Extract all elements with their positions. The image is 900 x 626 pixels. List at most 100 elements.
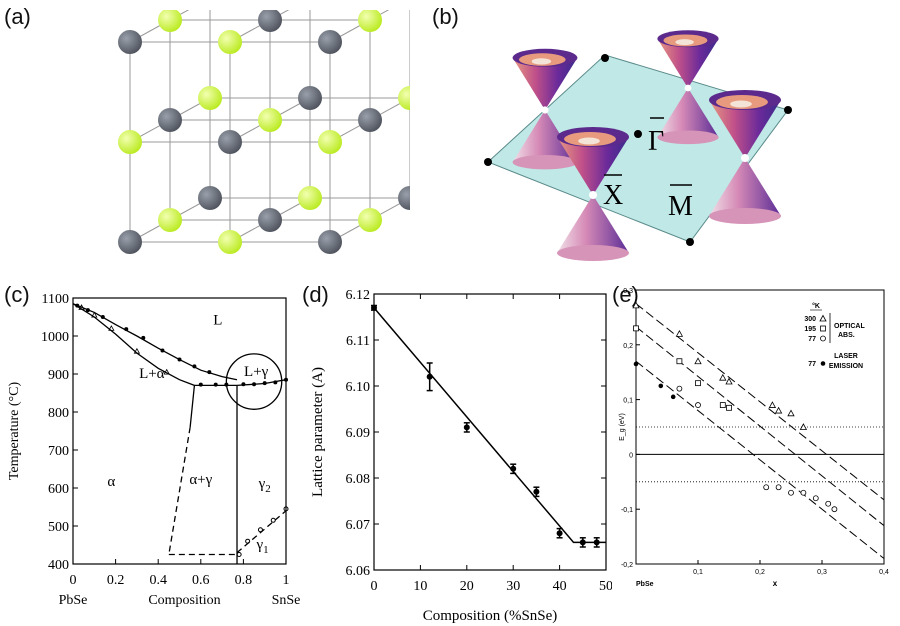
data-point-300 xyxy=(694,357,702,365)
dirac-point xyxy=(684,84,692,92)
x-left-label: PbSe xyxy=(59,593,88,608)
atom-green xyxy=(318,130,342,154)
eutectic-point xyxy=(241,382,246,387)
x-axis-label: Composition (%SnSe) xyxy=(423,608,558,624)
panel-label-d: (d) xyxy=(302,282,329,307)
legend-temp: 195 xyxy=(804,326,816,333)
data-point-laser xyxy=(670,394,676,400)
dirac-cone-tip xyxy=(730,100,752,108)
liquidus-point xyxy=(160,348,165,353)
gamma-point xyxy=(257,527,263,533)
corner-point xyxy=(601,54,609,62)
data-point-300 xyxy=(675,330,684,337)
atom-dark xyxy=(158,108,182,132)
x-tick-label: 0 xyxy=(70,573,77,588)
eutectic-point xyxy=(213,382,218,387)
eutectic-point xyxy=(252,382,257,387)
dirac-cone-tip xyxy=(578,137,600,145)
data-point-300 xyxy=(799,423,808,430)
data-point-300 xyxy=(719,373,727,381)
dirac-cone-lower xyxy=(557,195,629,253)
x-axis-label: Composition xyxy=(148,593,220,608)
panel-label-c: (c) xyxy=(4,282,30,307)
atom-green xyxy=(358,10,382,32)
y-axis-label: Temperature (°C) xyxy=(7,382,22,481)
x-tick-label: 0.6 xyxy=(192,573,210,588)
data-point-195 xyxy=(719,402,726,408)
y-tick-label: 0,2 xyxy=(623,343,633,350)
data-point xyxy=(426,373,433,380)
fit-line xyxy=(373,307,606,544)
legend-laser-label: LASER xyxy=(834,353,858,360)
y-tick-label: 900 xyxy=(48,368,69,383)
data-point-77 xyxy=(763,484,770,491)
atom-green xyxy=(258,108,282,132)
y-axis-label: E_g (eV) xyxy=(619,413,626,441)
y-tick-label: 6.09 xyxy=(346,426,371,441)
liquidus-point xyxy=(124,327,129,332)
atom-green xyxy=(398,86,410,110)
data-point-77 xyxy=(800,489,807,496)
y-tick-label: 6.11 xyxy=(346,334,370,349)
dirac-cone-upper xyxy=(512,57,578,110)
region-label: L+α xyxy=(139,366,165,382)
liquidus-point xyxy=(207,370,212,375)
eutectic-point xyxy=(198,382,203,387)
dirac-cone-base xyxy=(657,130,719,145)
data-point xyxy=(579,539,586,546)
data-point-195 xyxy=(695,380,701,387)
atom-green xyxy=(218,230,242,254)
y-tick-label: 400 xyxy=(48,558,69,573)
data-point-195 xyxy=(633,325,639,332)
legend-laser-marker xyxy=(820,361,826,366)
x-left-label: PbSe xyxy=(636,581,654,588)
data-point xyxy=(371,304,377,311)
data-point xyxy=(463,424,470,431)
x-tick-label: 1 xyxy=(283,573,290,588)
atom-green xyxy=(218,30,242,54)
dirac-point xyxy=(541,106,549,114)
y-tick-label: 0,3 xyxy=(623,288,633,295)
dirac-cone-upper xyxy=(709,100,781,158)
region-label: α+γ xyxy=(189,472,212,488)
eutectic-line xyxy=(194,379,287,387)
dirac-point xyxy=(741,154,749,162)
gamma-point xyxy=(245,538,251,544)
atom-dark xyxy=(318,230,342,254)
data-point-195 xyxy=(726,404,732,411)
dirac-cone-upper xyxy=(657,38,719,88)
legend-marker xyxy=(820,325,826,332)
y-tick-label: 6.10 xyxy=(346,380,371,395)
y-tick-label: 6.08 xyxy=(346,472,371,487)
data-point-laser xyxy=(633,361,639,367)
dirac-cone-lower xyxy=(512,110,578,163)
data-point xyxy=(533,488,540,495)
x-axis-label: x xyxy=(773,579,778,588)
y-tick-label: 700 xyxy=(48,444,69,459)
legend-group-label: ABS. xyxy=(838,332,855,339)
legend-laser-temp: 77 xyxy=(808,361,816,368)
data-point-77 xyxy=(775,484,782,491)
alpha-boundary-line xyxy=(189,385,196,428)
x-tick-label: 40 xyxy=(553,579,567,594)
legend-unit: °K xyxy=(812,302,820,310)
x-tick-label: 0,2 xyxy=(755,569,765,576)
data-point-77 xyxy=(812,495,819,502)
y-tick-label: 0 xyxy=(629,452,633,459)
legend-temp: 77 xyxy=(808,336,816,343)
solidus-point xyxy=(163,368,170,375)
atom-dark xyxy=(118,230,142,254)
region-subscript: 2 xyxy=(265,483,271,495)
dirac-cone-lower xyxy=(709,158,781,216)
band-gap-chart: 0,1 0,2 0,3 0,4 -0,2 -0,1 0 0,1 0,2 0,3 PbSe x E_g (… xyxy=(619,288,889,588)
data-point xyxy=(556,530,563,537)
legend-laser-label: EMISSION xyxy=(829,363,863,370)
atom-dark xyxy=(218,130,242,154)
m-label: M xyxy=(668,191,693,222)
solidus-point xyxy=(78,304,85,310)
x-tick-label: 20 xyxy=(460,579,474,594)
data-point-300 xyxy=(632,301,640,309)
liquidus-point xyxy=(141,335,146,340)
y-tick-label: 1000 xyxy=(41,330,69,345)
liquidus-point xyxy=(192,364,197,369)
